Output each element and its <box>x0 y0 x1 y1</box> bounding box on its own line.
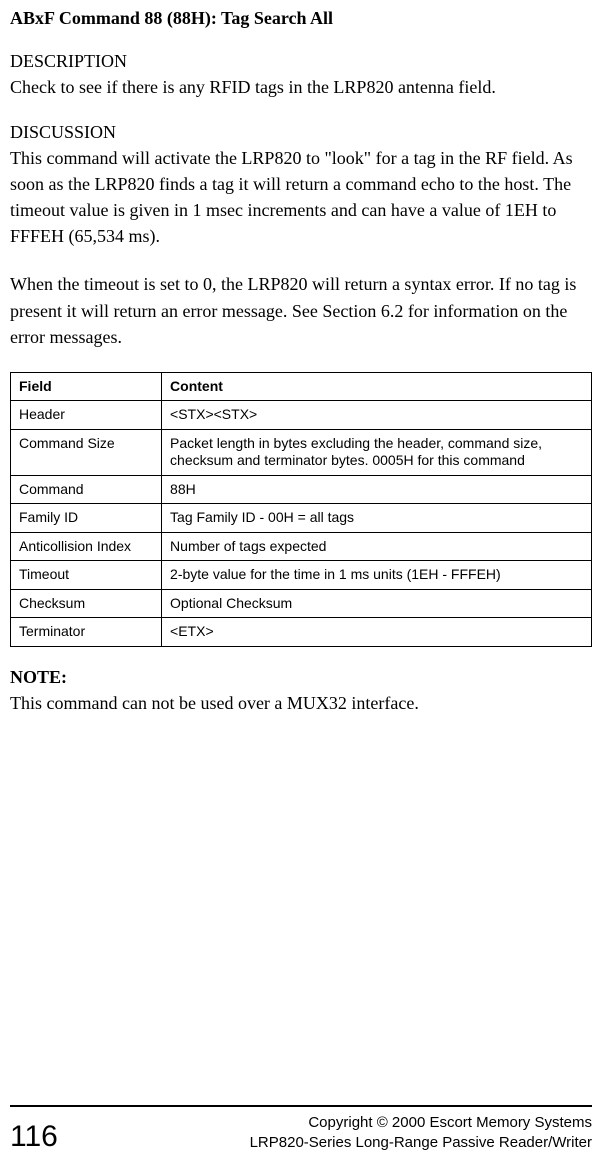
table-row: Timeout 2-byte value for the time in 1 m… <box>11 561 592 590</box>
table-cell-content: <ETX> <box>162 618 592 647</box>
table-cell-content: Packet length in bytes excluding the hea… <box>162 429 592 475</box>
table-row: Terminator <ETX> <box>11 618 592 647</box>
footer-product: LRP820-Series Long-Range Passive Reader/… <box>250 1133 592 1153</box>
table-cell-field: Command Size <box>11 429 162 475</box>
table-row: Command Size Packet length in bytes excl… <box>11 429 592 475</box>
note-text: This command can not be used over a MUX3… <box>10 690 592 716</box>
table-cell-field: Command <box>11 475 162 504</box>
table-cell-field: Checksum <box>11 589 162 618</box>
table-cell-field: Header <box>11 401 162 430</box>
table-cell-content: 88H <box>162 475 592 504</box>
table-header-row: Field Content <box>11 372 592 401</box>
table-row: Checksum Optional Checksum <box>11 589 592 618</box>
discussion-header: DISCUSSION <box>10 122 592 143</box>
table-row: Command 88H <box>11 475 592 504</box>
table-row: Header <STX><STX> <box>11 401 592 430</box>
note-header: NOTE: <box>10 667 592 688</box>
table-row: Anticollision Index Number of tags expec… <box>11 532 592 561</box>
page-footer: 116 Copyright © 2000 Escort Memory Syste… <box>10 1105 592 1152</box>
table-cell-content: Number of tags expected <box>162 532 592 561</box>
discussion-paragraph-1: This command will activate the LRP820 to… <box>10 145 592 249</box>
page-title: ABxF Command 88 (88H): Tag Search All <box>10 8 592 29</box>
command-field-table: Field Content Header <STX><STX> Command … <box>10 372 592 647</box>
footer-copyright: Copyright © 2000 Escort Memory Systems <box>250 1113 592 1133</box>
table-header-content: Content <box>162 372 592 401</box>
table-cell-field: Timeout <box>11 561 162 590</box>
page-number: 116 <box>10 1122 58 1152</box>
table-row: Family ID Tag Family ID - 00H = all tags <box>11 504 592 533</box>
description-header: DESCRIPTION <box>10 51 592 72</box>
footer-text: Copyright © 2000 Escort Memory Systems L… <box>250 1113 592 1152</box>
table-cell-field: Terminator <box>11 618 162 647</box>
table-cell-content: Optional Checksum <box>162 589 592 618</box>
table-cell-field: Anticollision Index <box>11 532 162 561</box>
discussion-paragraph-2: When the timeout is set to 0, the LRP820… <box>10 271 592 349</box>
table-cell-field: Family ID <box>11 504 162 533</box>
table-cell-content: Tag Family ID - 00H = all tags <box>162 504 592 533</box>
table-cell-content: 2-byte value for the time in 1 ms units … <box>162 561 592 590</box>
table-cell-content: <STX><STX> <box>162 401 592 430</box>
table-header-field: Field <box>11 372 162 401</box>
description-text: Check to see if there is any RFID tags i… <box>10 74 592 100</box>
